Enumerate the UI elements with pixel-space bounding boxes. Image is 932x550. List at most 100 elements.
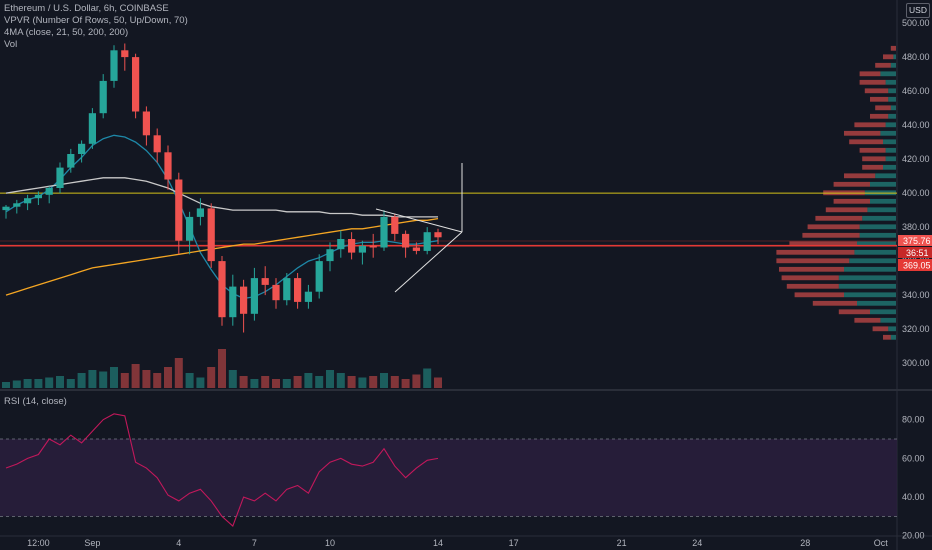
volume-bar <box>228 370 237 388</box>
vpvr-row-down <box>859 79 886 85</box>
vpvr-row-down <box>776 258 850 264</box>
volume-bar <box>218 349 226 388</box>
vpvr-row-up <box>883 139 896 145</box>
candle-body <box>56 167 64 188</box>
time-tick-label: 24 <box>692 538 702 548</box>
volume-bar <box>272 379 280 388</box>
triangle-drawing[interactable] <box>375 163 463 293</box>
rsi-tick-label: 40.00 <box>902 492 925 502</box>
volume-bar <box>185 373 194 388</box>
candle-body <box>67 154 75 168</box>
candle-body <box>412 247 420 251</box>
candle-body <box>24 198 32 204</box>
vpvr-row-down <box>883 54 894 60</box>
ma50-line <box>5 177 438 218</box>
currency-badge[interactable]: USD <box>906 3 930 18</box>
volume-bar <box>56 376 64 388</box>
legend-vol[interactable]: Vol <box>4 39 18 50</box>
volume-bar <box>196 377 205 388</box>
legend-ma[interactable]: 4MA (close, 21, 50, 200, 200) <box>4 27 129 38</box>
vpvr-row-down <box>786 283 839 289</box>
legend-title[interactable]: Ethereum / U.S. Dollar, 6h, COINBASE <box>4 3 169 14</box>
price-axis-ticks[interactable]: 500.00 480.00 460.00 440.00 420.00 400.00 380.… <box>902 18 930 368</box>
vpvr-row-down <box>802 232 860 238</box>
candle-body <box>250 278 258 314</box>
volume-bar <box>315 376 324 388</box>
time-tick-label: 7 <box>252 538 257 548</box>
vpvr-row-down <box>862 164 883 170</box>
time-axis-ticks[interactable]: 12:00 Sep 4 7 10 14 17 21 24 28 Oct <box>27 538 888 548</box>
candle-body <box>315 261 323 292</box>
candle-body <box>99 80 107 114</box>
time-tick-label: 14 <box>433 538 443 548</box>
volume-bar <box>131 364 140 388</box>
volume-bar <box>12 380 21 388</box>
price-tick-label: 300.00 <box>902 358 930 368</box>
ma200-line <box>5 217 439 296</box>
rsi-tick-label: 80.00 <box>902 415 925 425</box>
vpvr-row-down <box>875 105 891 111</box>
vpvr-row-down <box>890 45 896 51</box>
rsi-tick-label: 20.00 <box>902 531 925 541</box>
vpvr-row-up <box>859 232 896 238</box>
vpvr-row-up <box>890 62 896 68</box>
candle-body <box>229 286 237 318</box>
vpvr-row-down <box>872 326 889 332</box>
volume-bar <box>239 376 248 388</box>
time-tick-label: Sep <box>84 538 100 548</box>
rsi-polyline <box>5 413 439 528</box>
vpvr-row-up <box>870 309 896 315</box>
vpvr-row-up <box>880 71 896 77</box>
candle-body <box>391 216 399 234</box>
price-tick-label: 460.00 <box>902 86 930 96</box>
price-tag-lower-bg <box>898 259 932 271</box>
volume-bar <box>369 376 378 388</box>
rsi-tick-label: 60.00 <box>902 453 925 463</box>
volume-bar <box>304 373 313 388</box>
vpvr-row-up <box>888 326 896 332</box>
vpvr-row-up <box>867 207 896 213</box>
volume-bar <box>261 376 270 388</box>
candle-body <box>132 57 140 112</box>
volume-bar <box>2 382 10 388</box>
candle-body <box>78 143 86 154</box>
volume-bar <box>412 374 421 388</box>
price-tag-middle-bg <box>898 247 932 258</box>
vpvr-row-up <box>890 334 896 340</box>
triangle-upper-line[interactable] <box>375 208 463 233</box>
vpvr-histogram <box>776 45 896 340</box>
candle-body <box>88 113 96 144</box>
candle-body <box>2 206 10 211</box>
volume-bar <box>120 373 129 388</box>
candle-body <box>110 50 118 81</box>
time-tick-label: 4 <box>176 538 181 548</box>
vpvr-row-down <box>859 147 886 153</box>
vpvr-row-down <box>781 275 839 281</box>
rsi-axis-ticks[interactable]: 80.00 60.00 40.00 20.00 <box>902 415 925 541</box>
rsi-band <box>0 439 897 517</box>
volume-bar <box>142 370 151 388</box>
price-tag-upper-bg <box>898 235 932 246</box>
vpvr-row-down <box>833 181 870 187</box>
vpvr-row-down <box>870 96 889 102</box>
vpvr-row-down <box>859 71 881 77</box>
vpvr-row-up <box>883 164 896 170</box>
horizontal-levels <box>0 192 897 247</box>
candle-body <box>240 286 248 314</box>
legend-rsi[interactable]: RSI (14, close) <box>4 396 67 407</box>
candle-body <box>358 245 366 253</box>
vpvr-row-down <box>870 113 889 119</box>
vpvr-row-up <box>885 156 896 162</box>
candle-body <box>326 249 334 262</box>
candle-body <box>423 232 431 251</box>
price-tag-lower: 369.05 <box>903 261 931 271</box>
triangle-lower-line[interactable] <box>394 231 463 293</box>
vpvr-row-up <box>859 224 896 230</box>
legend-vpvr[interactable]: VPVR (Number Of Rows, 50, Up/Down, 70) <box>4 15 188 26</box>
vpvr-row-up <box>885 147 896 153</box>
volume-bar <box>77 373 86 388</box>
vpvr-row-down <box>844 130 881 136</box>
vpvr-row-down <box>883 334 891 340</box>
volume-bar <box>380 373 388 388</box>
